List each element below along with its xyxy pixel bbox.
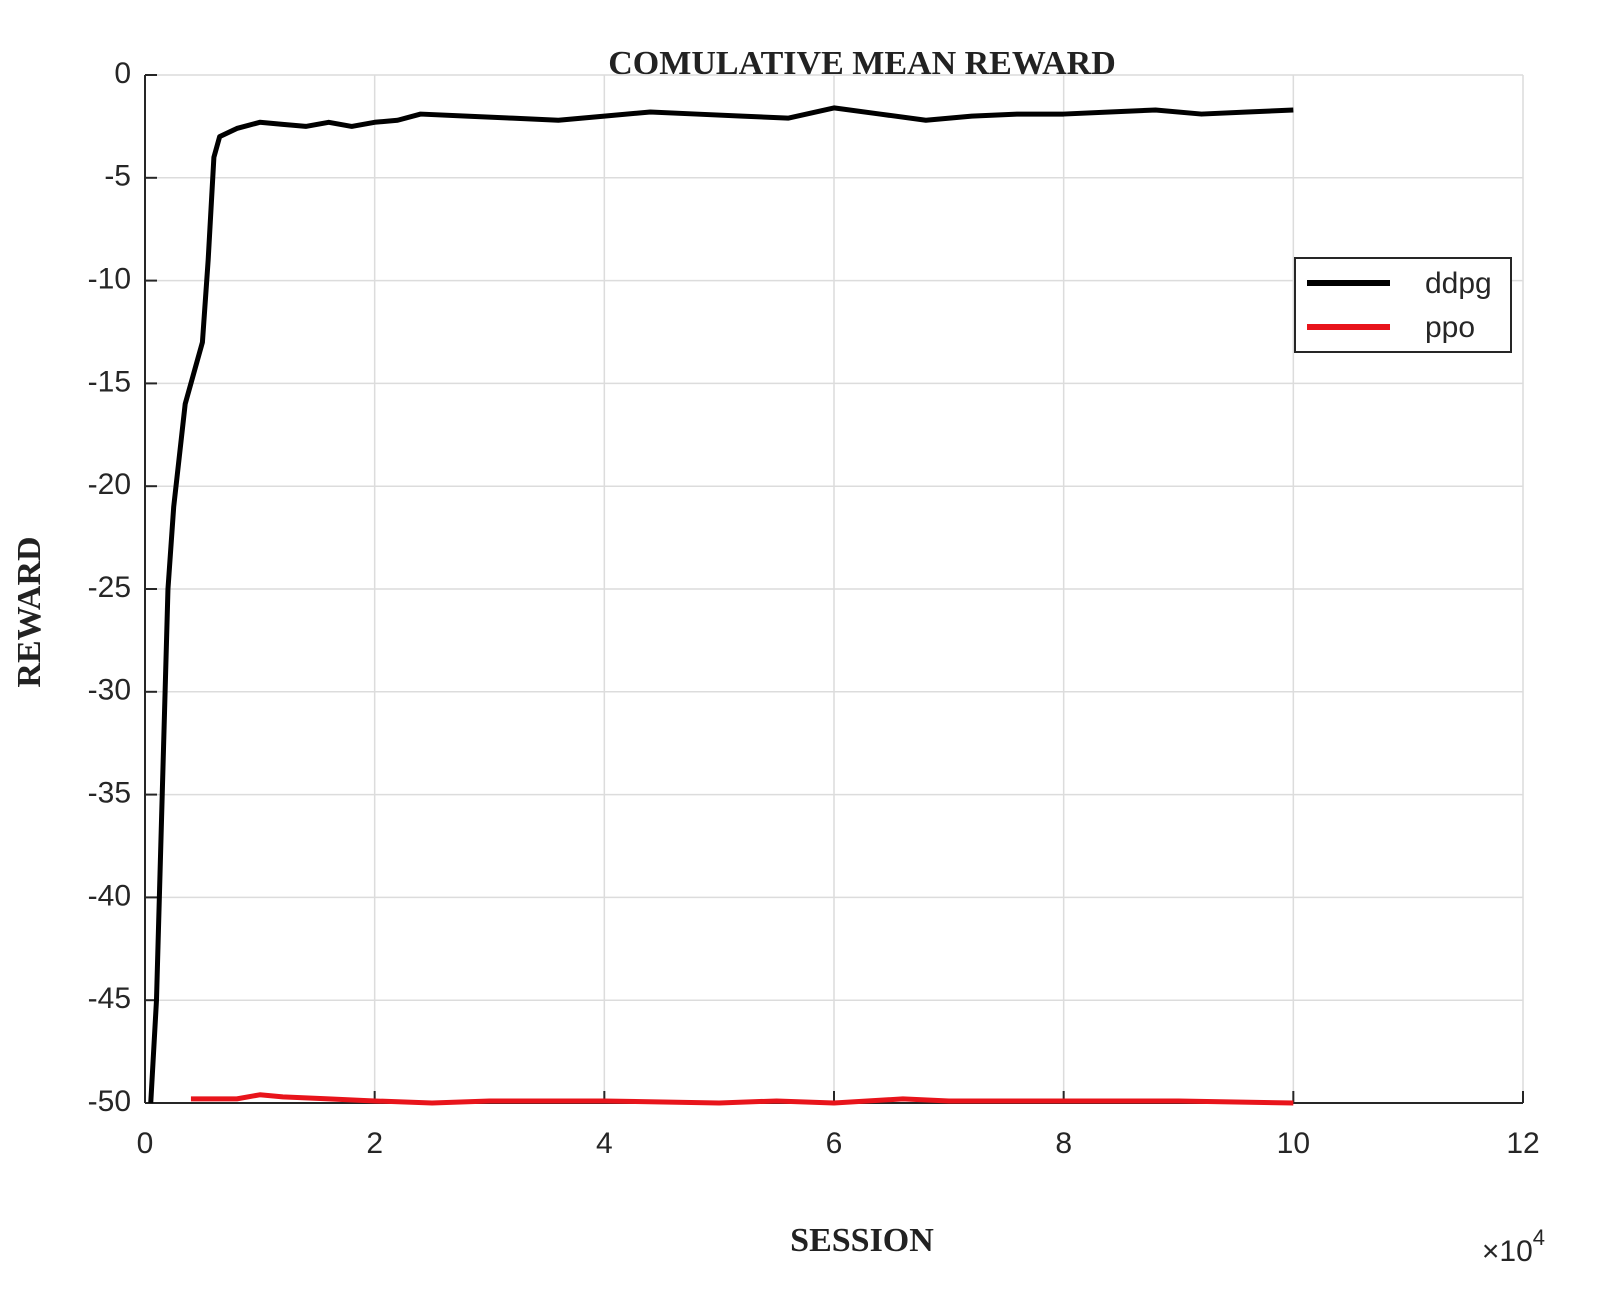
x-tick-label: 0: [137, 1127, 154, 1160]
y-tick-label: -35: [88, 777, 131, 810]
x-tick-label: 6: [826, 1127, 843, 1160]
legend-box: [1294, 257, 1512, 353]
x-multiplier: ×104: [1482, 1225, 1545, 1268]
series-line: [148, 105, 1294, 1104]
y-tick-label: -50: [88, 1085, 131, 1118]
x-multiplier-base: ×10: [1482, 1235, 1533, 1268]
y-tick-label: -10: [88, 263, 131, 296]
x-tick-label: 10: [1277, 1127, 1310, 1160]
x-multiplier-exponent: 4: [1533, 1225, 1545, 1250]
y-tick-label: 0: [114, 57, 131, 90]
x-tick-label: 2: [366, 1127, 383, 1160]
x-tick-label: 12: [1506, 1127, 1539, 1160]
y-axis-label: REWARD: [11, 536, 48, 687]
legend-label: ddpg: [1425, 267, 1492, 300]
y-tick-label: -45: [88, 982, 131, 1015]
y-tick-label: -20: [88, 468, 131, 501]
y-tick-label: -25: [88, 571, 131, 604]
chart-title: COMULATIVE MEAN REWARD: [608, 45, 1116, 82]
y-tick-label: -15: [88, 365, 131, 398]
y-tick-label: -5: [104, 160, 131, 193]
y-tick-label: -40: [88, 879, 131, 912]
x-tick-label: 8: [1055, 1127, 1072, 1160]
legend-label: ppo: [1425, 311, 1475, 344]
x-axis-label: SESSION: [790, 1222, 934, 1259]
x-tick-label: 4: [596, 1127, 613, 1160]
series-line: [190, 1092, 1294, 1106]
y-tick-label: -30: [88, 674, 131, 707]
